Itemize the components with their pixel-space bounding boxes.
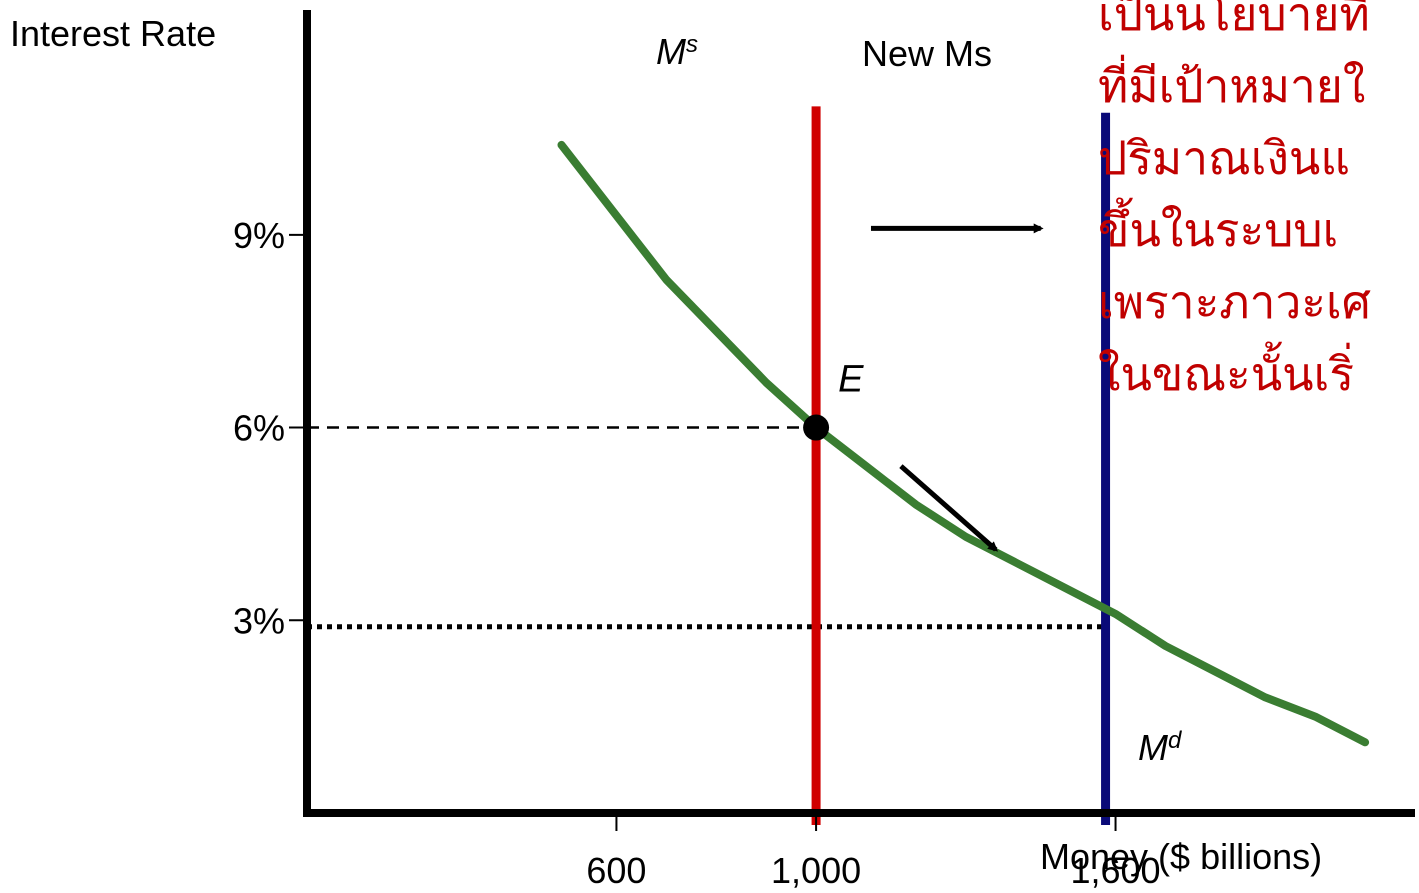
- reference-lines: [307, 426, 1106, 630]
- equilibrium-label: E: [838, 359, 864, 401]
- axes: [289, 10, 1415, 831]
- shift-arrow-2: [899, 464, 999, 552]
- side-text-line-6: ในขณะนั้นเริ่: [1098, 347, 1355, 401]
- y-tick-label: 6%: [233, 408, 285, 449]
- y-tick-label: 3%: [233, 600, 285, 641]
- x-tick-label: 600: [586, 850, 646, 891]
- side-text-line-2: ที่มีเป้าหมายใ: [1098, 59, 1366, 113]
- new-money-supply-label: New Ms: [862, 33, 992, 74]
- y-tick-label: 9%: [233, 215, 285, 256]
- x-tick-label: 1,600: [1070, 850, 1160, 891]
- demand-curve-layer: [557, 140, 1370, 747]
- y-axis-label: Interest Rate: [10, 13, 216, 54]
- money-demand-label: Md: [1138, 727, 1182, 768]
- shift-arrows: [870, 223, 1044, 552]
- side-text-line-3: ปริมาณเงินแ: [1098, 131, 1351, 185]
- side-text-line-1: เป็นนโยบายที่: [1098, 0, 1370, 41]
- x-tick-label: 1,000: [771, 850, 861, 891]
- money-supply-label: Ms: [656, 31, 698, 72]
- thai-annotation-text: เป็นนโยบายที่ ที่มีเป้าหมายใ ปริมาณเงินแ…: [1098, 0, 1419, 410]
- side-text-line-4: ขึ้นในระบบเ: [1098, 203, 1339, 257]
- equilibrium-point: [803, 414, 830, 441]
- side-text-line-5: เพราะภาวะเศ: [1098, 275, 1371, 329]
- supply-lines: [811, 106, 1111, 825]
- labels: E 3% 6% 9% 600 1,000 1,600 Interest Rate Money (…: [10, 13, 1322, 891]
- money-demand-curve: [557, 140, 1370, 747]
- x-axis-label: Money ($ billions): [1040, 836, 1322, 877]
